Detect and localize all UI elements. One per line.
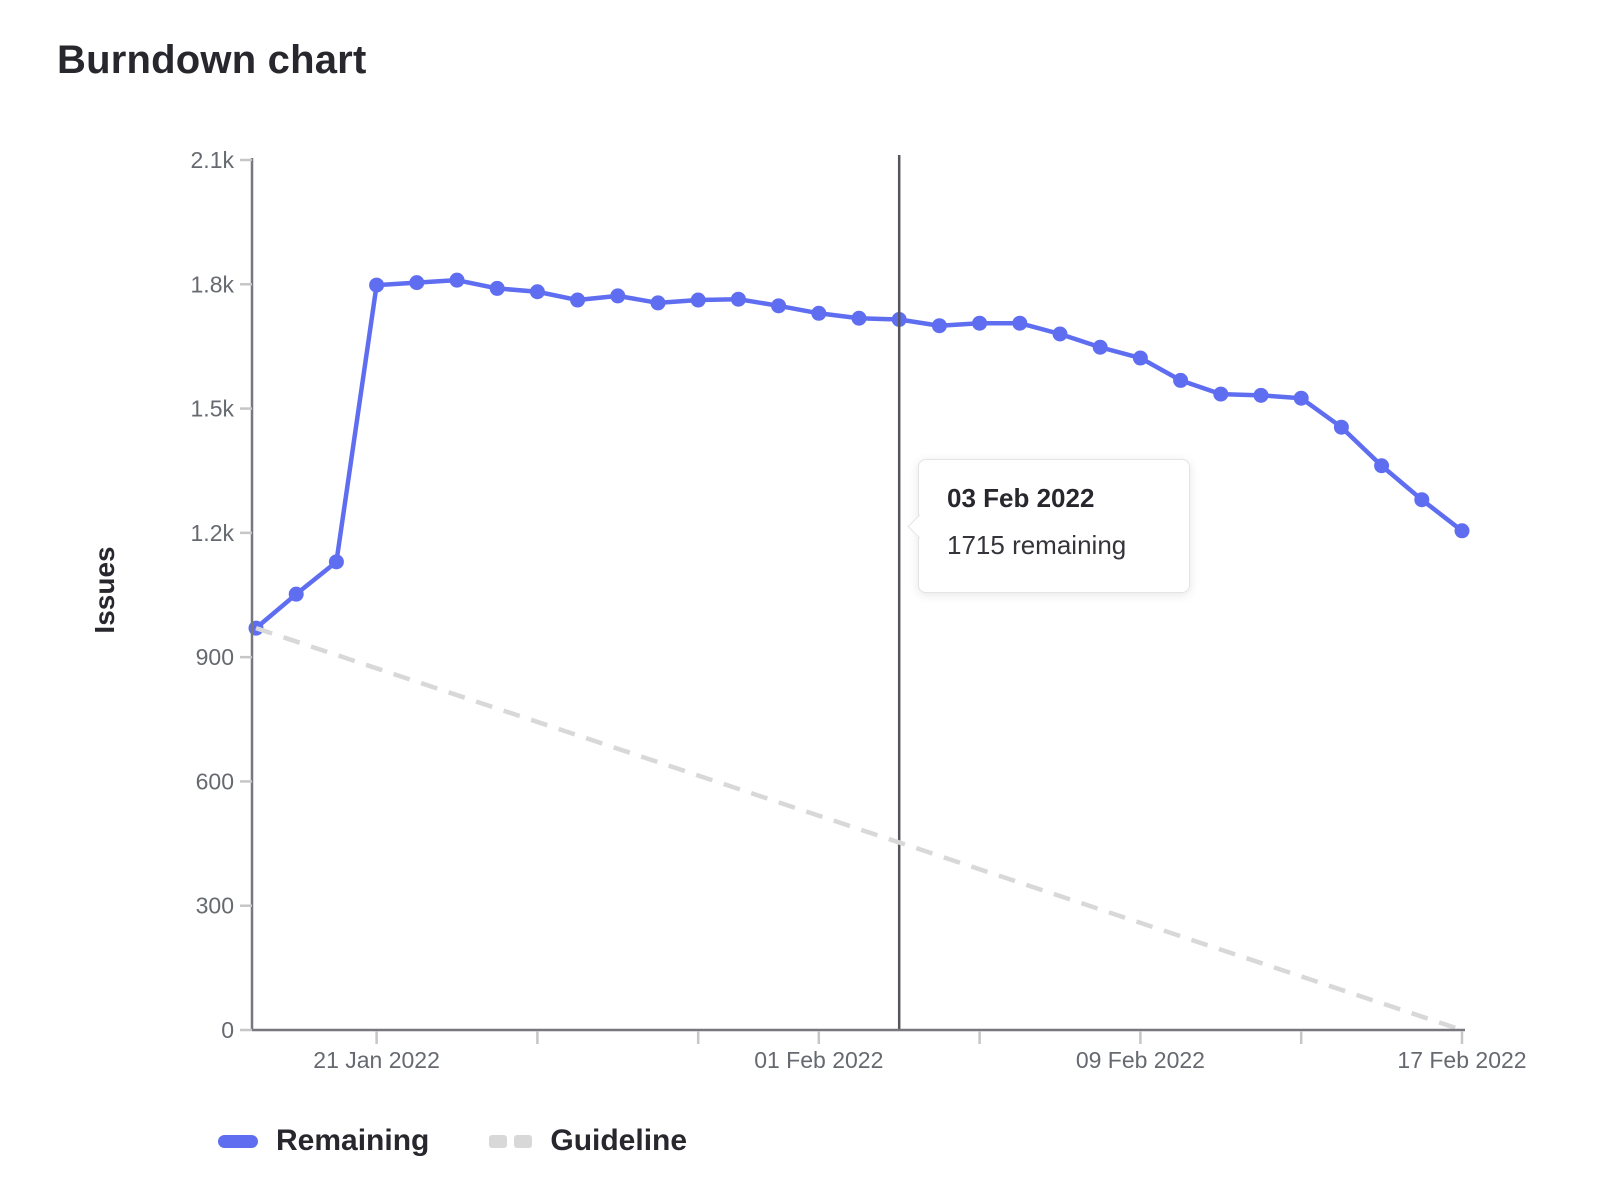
x-tick-label: 21 Jan 2022 (313, 1047, 440, 1073)
y-axis-title: Issues (89, 546, 120, 633)
y-tick-label: 1.5k (191, 396, 235, 422)
chart-legend: Remaining Guideline (218, 1124, 687, 1158)
x-tick-label: 01 Feb 2022 (754, 1047, 883, 1073)
legend-label-guideline: Guideline (550, 1124, 688, 1157)
x-tick-label: 17 Feb 2022 (1397, 1047, 1526, 1073)
y-tick-label: 900 (196, 644, 234, 670)
remaining-line-swatch (218, 1134, 258, 1148)
x-tick-label: 09 Feb 2022 (1076, 1047, 1205, 1073)
y-tick-label: 1.8k (191, 271, 235, 297)
guideline-dash-swatch (489, 1134, 533, 1148)
legend-item-remaining: Remaining (218, 1124, 429, 1158)
page-title: Burndown chart (57, 38, 367, 82)
burndown-chart-canvas[interactable]: 17 Feb 2022 09 Feb 2022 01 Feb 2022 21 Jan … (0, 0, 1622, 1090)
y-tick-label: 600 (196, 768, 234, 794)
y-tick-label: 2.1k (191, 147, 235, 173)
remaining-line (253, 277, 1465, 631)
y-tick-label: 1.2k (191, 520, 235, 546)
y-tick-label: 0 (221, 1017, 234, 1043)
legend-item-guideline: Guideline (489, 1124, 687, 1158)
chart-tooltip: 03 Feb 2022 1715 remaining (906, 459, 1190, 593)
tooltip-date: 03 Feb 2022 (947, 483, 1095, 513)
legend-label-remaining: Remaining (276, 1124, 430, 1157)
guideline-line (255, 626, 1463, 1033)
tooltip-remaining-value: 1715 remaining (947, 529, 1127, 560)
y-tick-label: 300 (196, 893, 234, 919)
